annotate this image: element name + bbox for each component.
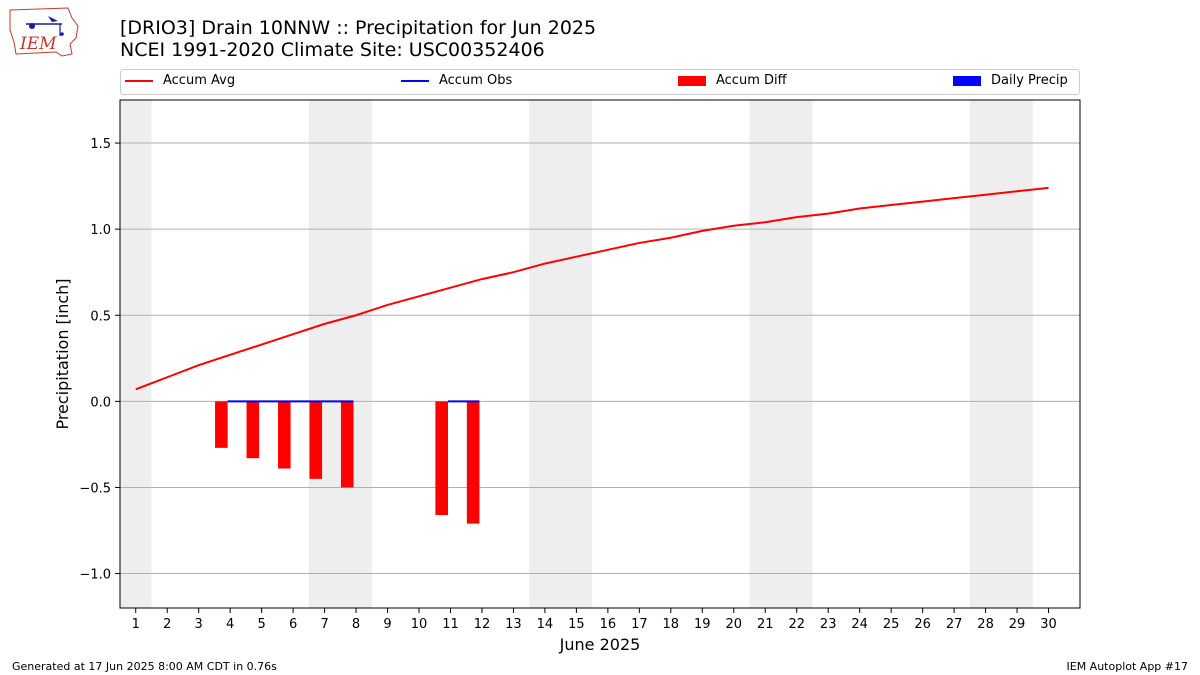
x-tick-label: 27 [946, 617, 963, 632]
x-tick-label: 26 [914, 617, 931, 632]
x-tick-label: 20 [725, 617, 742, 632]
legend-swatch-accum-avg [125, 79, 153, 82]
x-tick-label: 19 [694, 617, 711, 632]
accum-diff-bar [435, 401, 448, 516]
y-tick-label: −0.5 [79, 481, 111, 496]
x-tick-label: 6 [289, 617, 297, 632]
generated-timestamp: Generated at 17 Jun 2025 8:00 AM CDT in … [12, 660, 277, 673]
weekend-band [969, 100, 1033, 608]
accum-avg-line [135, 186, 1049, 391]
accum-diff-bar [278, 401, 291, 469]
x-tick-label: 18 [663, 617, 680, 632]
legend-item-daily-precip: Daily Precip [953, 73, 1068, 88]
y-tick-label: 1.5 [90, 137, 111, 152]
x-tick-label: 10 [411, 617, 428, 632]
legend-swatch-accum-obs [401, 79, 429, 82]
chart-title: [DRIO3] Drain 10NNW :: Precipitation for… [120, 17, 597, 39]
accum-diff-bar [215, 401, 228, 448]
accum-diff-bar [466, 401, 480, 524]
y-axis-label: Precipitation [inch] [53, 278, 72, 429]
x-tick-label: 1 [132, 617, 140, 632]
x-tick-label: 14 [537, 617, 554, 632]
logo-text: IEM [19, 34, 57, 54]
x-tick-label: 11 [442, 617, 459, 632]
x-tick-label: 16 [600, 617, 617, 632]
y-axis-ticks: −1.0 −0.5 0.0 0.5 1.0 1.5 [79, 137, 120, 583]
y-tick-label: −1.0 [79, 568, 111, 583]
x-tick-label: 25 [883, 617, 900, 632]
y-tick-label: 0.5 [90, 309, 111, 324]
x-tick-label: 5 [257, 617, 265, 632]
x-tick-label: 3 [195, 617, 203, 632]
legend-item-accum-obs: Accum Obs [401, 73, 512, 88]
legend-swatch-daily-precip [953, 75, 981, 86]
x-tick-label: 4 [226, 617, 234, 632]
legend-label-accum-obs: Accum Obs [439, 73, 513, 88]
accum-diff-bar [309, 401, 323, 479]
weekend-band [308, 100, 372, 608]
accum-diff-bar [340, 401, 354, 488]
weekend-band [749, 100, 813, 608]
weekend-band [120, 100, 152, 608]
legend-swatch-accum-diff [678, 75, 706, 86]
chart-subtitle: NCEI 1991-2020 Climate Site: USC00352406 [120, 39, 545, 61]
legend-label-accum-diff: Accum Diff [716, 73, 787, 88]
x-tick-label: 23 [820, 617, 837, 632]
y-tick-label: 1.0 [90, 223, 111, 238]
legend-label-accum-avg: Accum Avg [163, 73, 236, 88]
x-tick-label: 22 [788, 617, 805, 632]
y-tick-label: 0.0 [90, 395, 111, 410]
x-tick-label: 9 [383, 617, 391, 632]
iem-iowa-logo-icon: IEM [9, 7, 79, 57]
legend-item-accum-diff: Accum Diff [678, 73, 787, 88]
x-tick-label: 30 [1040, 617, 1057, 632]
x-tick-label: 13 [505, 617, 522, 632]
axes-frame [119, 99, 1081, 609]
x-tick-label: 7 [320, 617, 328, 632]
x-tick-label: 12 [474, 617, 491, 632]
x-tick-label: 15 [568, 617, 585, 632]
weekend-bands [120, 100, 1033, 608]
app-label: IEM Autoplot App #17 [1066, 660, 1189, 673]
x-tick-label: 21 [757, 617, 774, 632]
legend-item-accum-avg: Accum Avg [125, 73, 235, 88]
x-tick-label: 28 [977, 617, 994, 632]
x-axis-ticks: 1 2 3 4 5 6 7 8 9 10 11 12 13 14 15 16 17 18 19 20 21 22 23 24 2… [132, 608, 1057, 632]
x-tick-label: 17 [631, 617, 648, 632]
x-tick-label: 8 [352, 617, 360, 632]
x-tick-label: 2 [163, 617, 171, 632]
accum-diff-bar [246, 401, 260, 459]
legend-label-daily-precip: Daily Precip [991, 73, 1068, 88]
x-axis-label: June 2025 [559, 635, 641, 654]
weekend-band [529, 100, 593, 608]
chart-legend: Accum Avg Accum Obs Accum Diff Daily Pre… [120, 69, 1080, 95]
x-tick-label: 29 [1009, 617, 1026, 632]
series-lines [135, 186, 1049, 403]
accum-diff-bars [215, 401, 480, 524]
grid-lines [120, 142, 1080, 575]
x-tick-label: 24 [851, 617, 868, 632]
